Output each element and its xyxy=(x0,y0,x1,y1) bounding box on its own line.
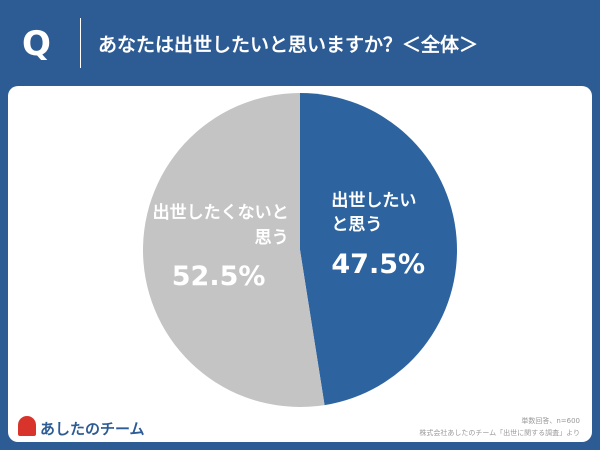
slice-label: 出世したくないと思う xyxy=(152,203,289,249)
separator xyxy=(80,18,81,68)
brand-logo xyxy=(18,416,36,436)
value-label: 52.5% xyxy=(171,261,266,293)
chart-title: あなたは出世したいと思いますか？＜全体＞ xyxy=(98,34,479,56)
pie-slice xyxy=(300,93,458,406)
footnote: 単数回答、n=600 xyxy=(521,417,580,425)
pie-slice xyxy=(143,93,325,407)
question-mark: Q xyxy=(22,24,51,64)
brand: あしたのチーム xyxy=(40,420,145,438)
footnote: 株式会社あしたのチーム「出世に関する調査」より xyxy=(419,429,580,437)
slice-label: 出世したいと思う xyxy=(331,190,417,236)
value-label: 47.5% xyxy=(331,248,426,280)
